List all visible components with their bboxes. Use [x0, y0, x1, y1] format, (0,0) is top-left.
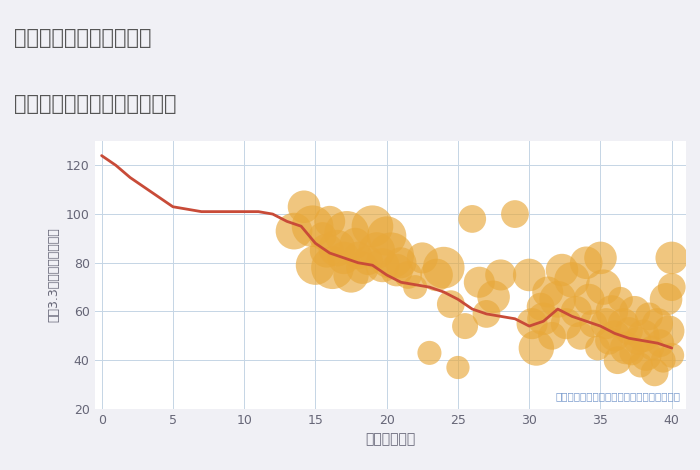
Point: [467, 215, 478, 223]
Point: [664, 327, 675, 335]
Point: [635, 361, 646, 369]
Point: [381, 232, 392, 240]
Point: [603, 337, 615, 345]
Point: [307, 222, 318, 230]
Point: [481, 310, 492, 318]
Point: [288, 227, 300, 235]
Point: [606, 308, 617, 315]
Point: [445, 300, 456, 308]
Point: [598, 283, 609, 291]
Point: [609, 332, 620, 340]
Point: [410, 283, 421, 291]
Point: [402, 271, 414, 279]
Point: [666, 283, 678, 291]
Point: [575, 332, 586, 340]
Point: [561, 320, 572, 328]
Point: [452, 364, 463, 371]
Point: [386, 252, 397, 259]
Point: [338, 254, 349, 262]
Point: [526, 320, 538, 328]
Point: [657, 356, 668, 364]
Point: [416, 254, 428, 262]
Point: [566, 276, 578, 283]
Point: [640, 352, 652, 359]
Point: [660, 296, 671, 303]
Point: [324, 218, 335, 225]
Point: [353, 252, 364, 259]
Point: [424, 349, 435, 357]
Point: [632, 337, 643, 345]
Point: [654, 339, 666, 347]
Point: [649, 368, 660, 376]
Point: [580, 259, 592, 266]
Point: [615, 296, 626, 303]
Point: [317, 232, 328, 240]
Point: [620, 344, 631, 352]
Point: [363, 257, 374, 264]
Point: [298, 203, 309, 211]
Point: [592, 344, 603, 352]
Point: [459, 322, 470, 330]
Point: [495, 271, 506, 279]
Point: [488, 293, 499, 301]
Point: [547, 332, 558, 340]
Point: [531, 344, 542, 352]
Point: [371, 247, 382, 254]
Point: [350, 240, 361, 247]
Text: 円の大きさは、取引のあった物件面積を示す: 円の大きさは、取引のあった物件面積を示す: [555, 391, 680, 401]
Point: [626, 349, 638, 357]
Point: [395, 259, 407, 266]
Point: [629, 308, 641, 315]
Point: [643, 313, 655, 320]
Point: [570, 308, 582, 315]
Point: [601, 320, 612, 328]
Point: [617, 320, 629, 328]
Point: [624, 327, 635, 335]
Point: [542, 288, 553, 296]
Point: [538, 315, 549, 322]
Y-axis label: 坪（3.3㎡）単価（万円）: 坪（3.3㎡）単価（万円）: [47, 227, 60, 322]
Point: [612, 356, 623, 364]
Text: 築年数別中古マンション価格: 築年数別中古マンション価格: [14, 94, 176, 114]
Point: [321, 247, 332, 254]
Point: [331, 244, 342, 252]
Point: [310, 261, 321, 269]
Point: [438, 264, 449, 271]
Point: [341, 230, 352, 237]
Point: [652, 320, 663, 328]
Point: [584, 296, 595, 303]
Point: [510, 210, 521, 218]
Point: [535, 303, 546, 310]
Point: [666, 254, 678, 262]
Point: [556, 266, 568, 274]
Point: [377, 261, 388, 269]
Point: [431, 271, 442, 279]
Point: [391, 266, 402, 274]
Point: [346, 271, 357, 279]
Point: [638, 332, 649, 340]
Point: [524, 271, 535, 279]
Text: 神奈川県横浜市緑区竹山: 神奈川県横浜市緑区竹山: [14, 28, 151, 48]
Point: [595, 254, 606, 262]
Point: [327, 264, 338, 271]
Point: [666, 352, 678, 359]
Point: [646, 344, 657, 352]
X-axis label: 築年数（年）: 築年数（年）: [365, 432, 415, 446]
Point: [474, 279, 485, 286]
Point: [588, 320, 599, 328]
Point: [367, 222, 378, 230]
Point: [552, 296, 564, 303]
Point: [357, 264, 368, 271]
